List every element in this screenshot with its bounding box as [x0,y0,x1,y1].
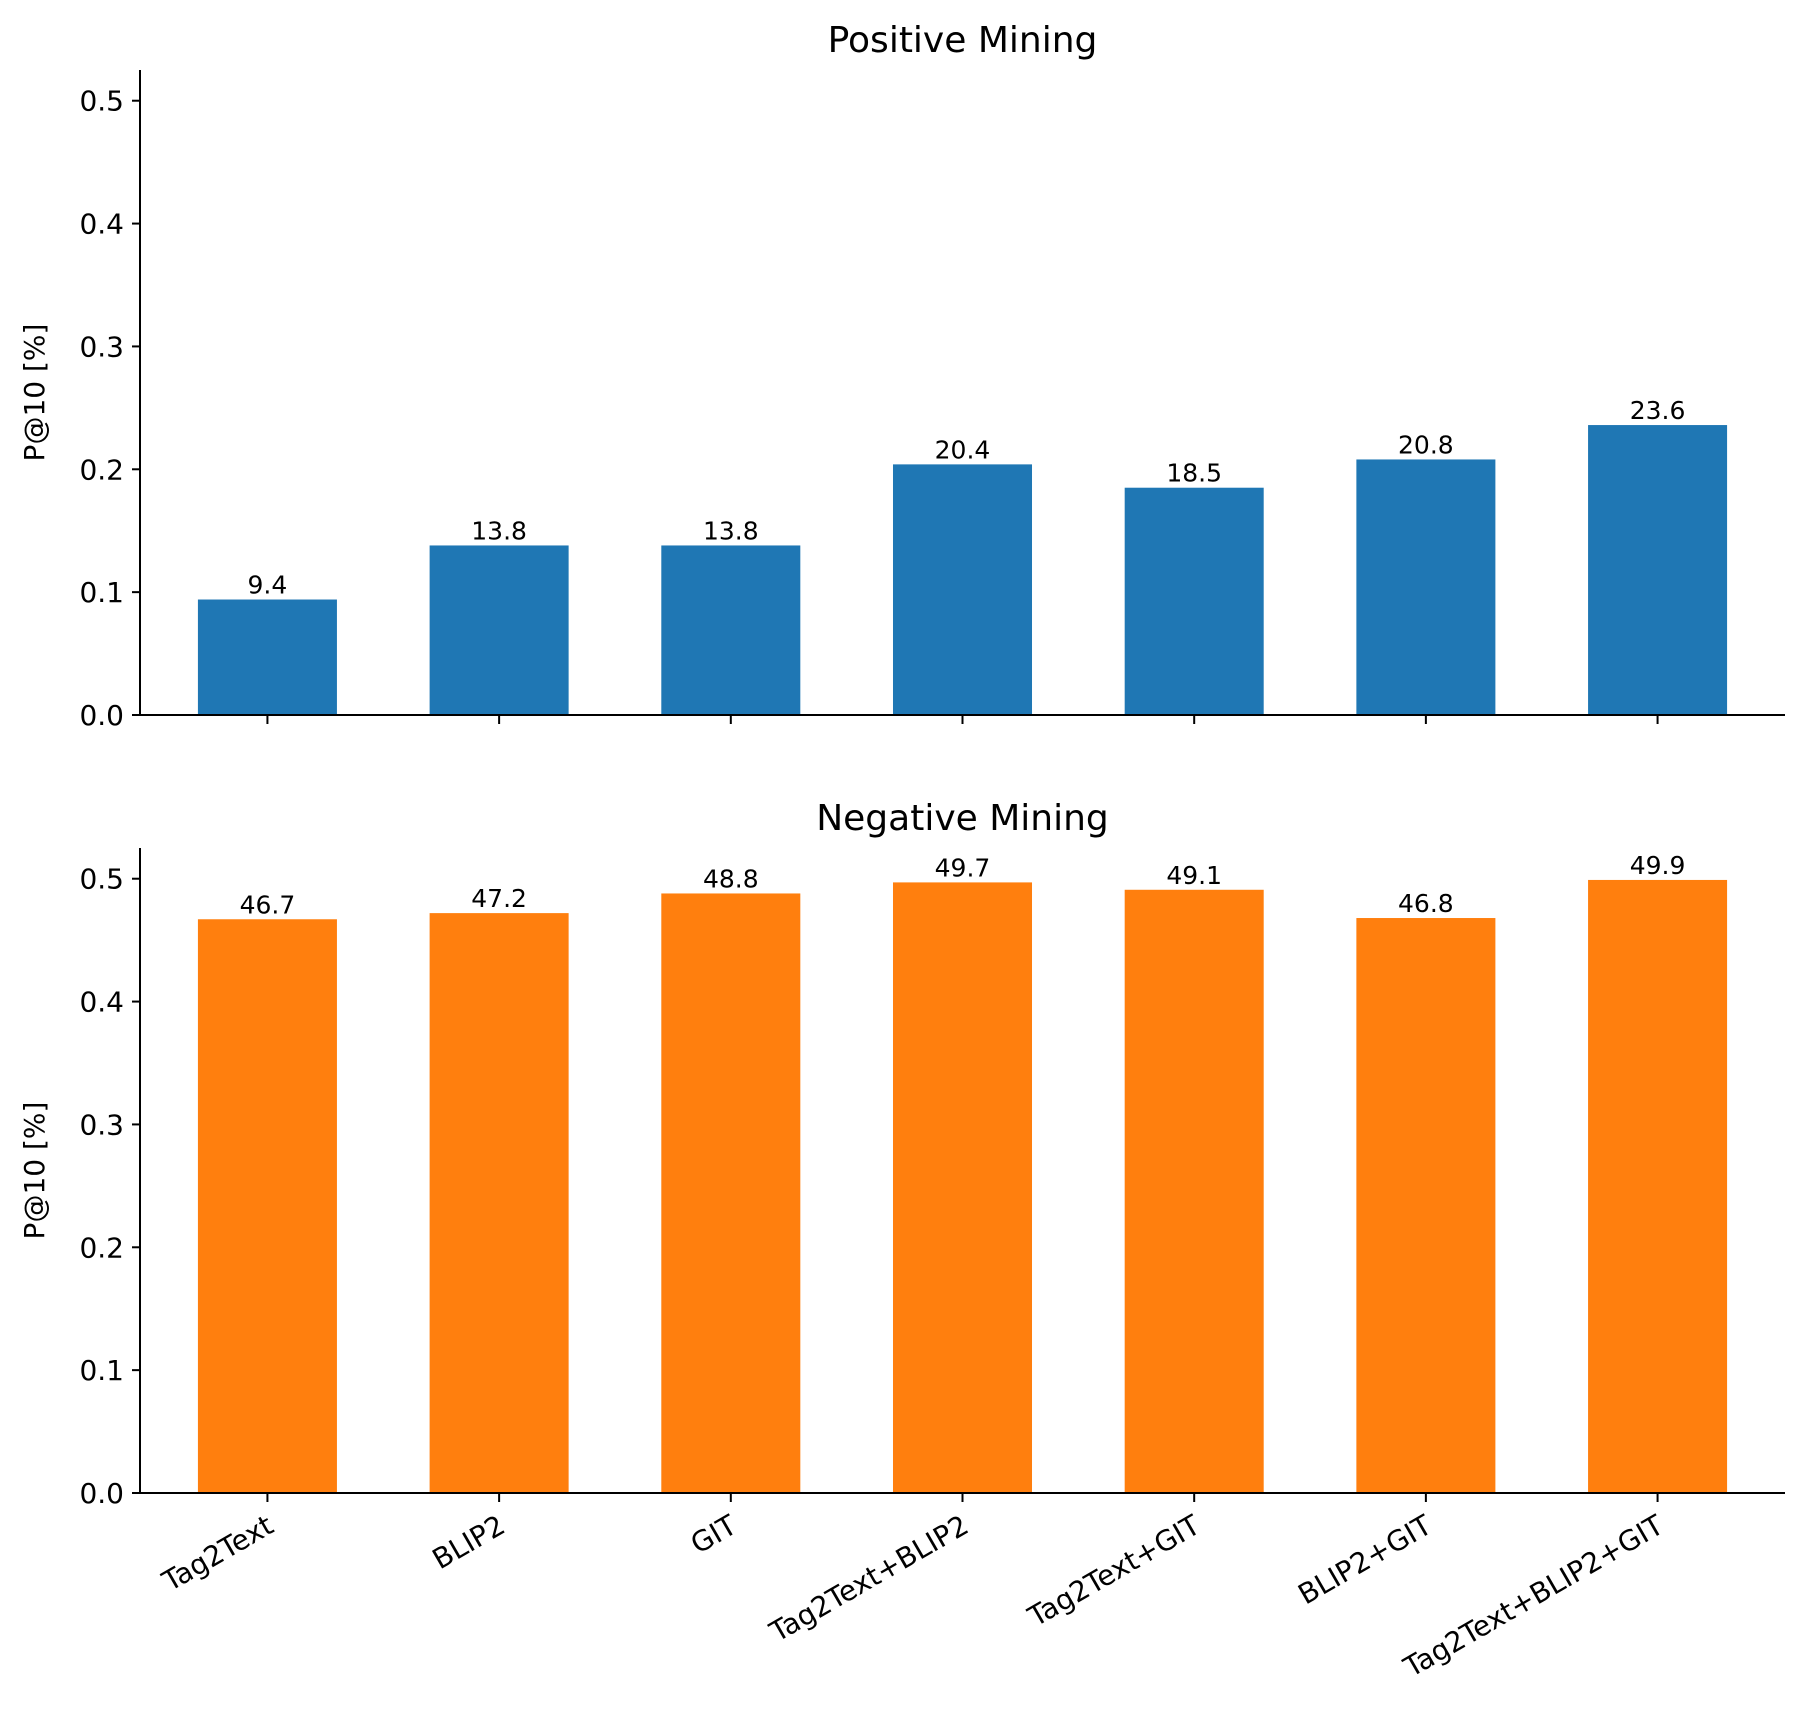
x-tick-label: Tag2Text+GIT [1022,1508,1207,1634]
y-tick-label: 0.2 [79,453,124,486]
data-label: 47.2 [471,884,527,913]
chart-title: Positive Mining [828,20,1098,61]
data-label: 20.8 [1398,430,1454,459]
bar-tag2text-plus-blip2 [892,882,1033,1493]
data-label: 13.8 [703,516,759,545]
y-axis-label: P@10 [%] [18,1102,51,1240]
data-label: 23.6 [1630,396,1686,425]
chart-panel-1: Positive Mining 9.4 13.8 13.8 20.4 18.5 20.8 23… [18,20,1785,732]
y-tick-label: 0.4 [79,208,124,241]
y-tick-label: 0.5 [79,863,124,896]
bar-tag2text [197,599,337,715]
data-label: 46.7 [240,890,296,919]
data-label: 49.1 [1166,861,1222,890]
x-tick-label: BLIP2 [427,1508,511,1575]
bar-tag2text [197,919,337,1493]
bar-tag2text-plus-blip2-plus-git [1588,879,1728,1493]
data-label: 48.8 [703,864,759,893]
bar-blip2-plus-git [1356,459,1496,715]
y-tick-label: 0.1 [79,576,124,609]
y-tick-label: 0.1 [79,1354,124,1387]
data-label: 9.4 [248,571,288,600]
chart-panel-2: Negative Mining 46.7 47.2 48.8 49.7 49.1 46.8 4… [18,798,1785,1684]
bar-tag2text-plus-git [1124,487,1264,715]
bar-tag2text-plus-blip2-plus-git [1588,425,1728,715]
data-label: 18.5 [1166,459,1222,488]
bar-blip2 [429,913,569,1493]
x-tick-label: Tag2Text+BLIP2 [763,1508,974,1649]
y-tick-label: 0.3 [79,330,124,363]
data-label: 13.8 [471,516,527,545]
y-tick-label: 0.4 [79,986,124,1019]
chart-title: Negative Mining [816,798,1109,839]
bar-git [661,545,801,715]
data-label: 46.8 [1398,889,1454,918]
x-tick-label: GIT [685,1508,743,1561]
bar-blip2 [429,545,569,715]
bar-git [661,893,801,1493]
y-tick-label: 0.0 [79,699,124,732]
y-tick-label: 0.2 [79,1231,124,1264]
bar-blip2-plus-git [1356,918,1496,1493]
x-tick-label: Tag2Text [156,1508,279,1598]
bar-tag2text-plus-git [1124,889,1264,1493]
bar-tag2text-plus-blip2 [892,464,1033,715]
y-axis-label: P@10 [%] [18,324,51,462]
y-tick-label: 0.0 [79,1477,124,1510]
data-label: 49.7 [935,853,991,882]
y-tick-label: 0.5 [79,85,124,118]
y-tick-label: 0.3 [79,1108,124,1141]
x-tick-label: BLIP2+GIT [1292,1508,1438,1611]
x-tick-label: Tag2Text+BLIP2+GIT [1397,1508,1669,1684]
data-label: 49.9 [1630,851,1686,880]
data-label: 20.4 [935,435,991,464]
